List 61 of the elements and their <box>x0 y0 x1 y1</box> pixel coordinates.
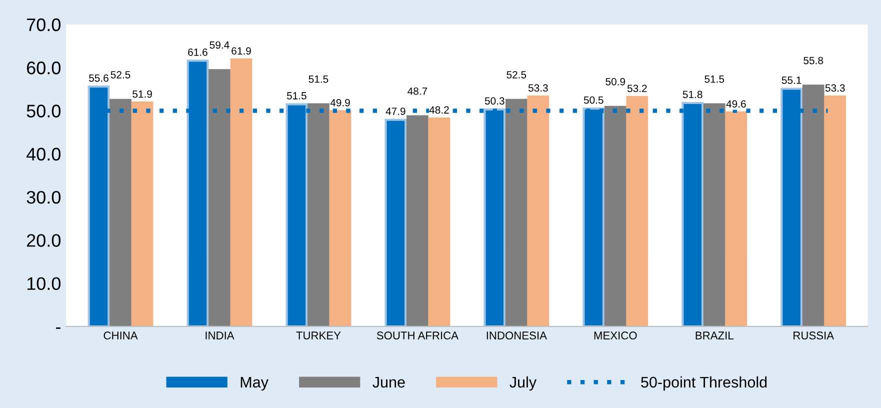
legend-label: June <box>372 376 405 388</box>
bar <box>230 58 252 326</box>
y-tick-label: 60.0 <box>26 62 61 74</box>
x-tick-label: INDIA <box>206 332 234 340</box>
bar <box>802 84 824 326</box>
legend-label: May <box>240 376 268 391</box>
data-label: 50.9 <box>606 78 626 86</box>
y-tick-label: 20.0 <box>26 234 61 247</box>
bar <box>406 115 428 326</box>
data-label: 47.9 <box>386 108 406 115</box>
data-label: 59.4 <box>210 41 230 49</box>
data-label: 52.5 <box>506 71 526 78</box>
y-tick-label: - <box>56 327 60 329</box>
y-tick-label: 40.0 <box>26 148 61 161</box>
data-label: 51.5 <box>704 76 724 83</box>
data-label: 53.2 <box>627 84 647 92</box>
y-tick-label: 30.0 <box>26 190 61 204</box>
data-label: 51.9 <box>132 90 152 98</box>
bar <box>329 110 352 326</box>
x-tick-label: SOUTH AFRICA <box>376 332 458 340</box>
legend-label: July <box>510 376 537 391</box>
data-label: 53.3 <box>825 84 845 92</box>
data-label: 48.7 <box>408 87 428 95</box>
bar <box>110 98 132 326</box>
bar <box>626 96 648 326</box>
y-tick-label: 50.0 <box>26 104 61 118</box>
data-label: 49.9 <box>330 98 350 106</box>
bar <box>384 118 407 326</box>
y-tick-label: 70.0 <box>27 18 61 32</box>
x-tick-label: BRAZIL <box>696 332 734 340</box>
data-label: 51.8 <box>682 90 702 98</box>
data-label: 55.8 <box>804 56 824 64</box>
data-label: 51.5 <box>308 76 328 83</box>
x-tick-label: CHINA <box>104 332 138 340</box>
x-tick-label: TURKEY <box>296 332 341 340</box>
x-tick-label: RUSSIA <box>794 332 834 340</box>
bar <box>505 98 528 326</box>
data-label: 61.9 <box>232 47 251 55</box>
legend-label: 50-point Threshold <box>641 376 767 391</box>
bar <box>703 103 726 326</box>
bar <box>824 95 846 326</box>
bar <box>208 69 230 326</box>
data-label: 51.5 <box>286 92 306 100</box>
y-tick-label: 10.0 <box>27 277 61 290</box>
data-label: 50.3 <box>484 97 504 105</box>
bar <box>308 103 330 326</box>
data-label: 49.6 <box>726 100 746 108</box>
data-label: 61.6 <box>188 48 208 56</box>
bar <box>131 102 154 326</box>
data-label: 53.3 <box>528 84 548 92</box>
bar <box>725 111 748 326</box>
data-label: 52.5 <box>110 71 130 78</box>
data-label: 55.1 <box>782 76 802 84</box>
data-label: 50.5 <box>584 96 604 104</box>
bar <box>527 95 550 326</box>
bar <box>604 106 626 326</box>
x-tick-label: MEXICO <box>594 332 637 340</box>
data-label: 48.2 <box>429 106 449 114</box>
data-label: 55.6 <box>89 74 108 82</box>
bar <box>428 117 450 326</box>
x-tick-label: INDONESIA <box>486 332 547 340</box>
